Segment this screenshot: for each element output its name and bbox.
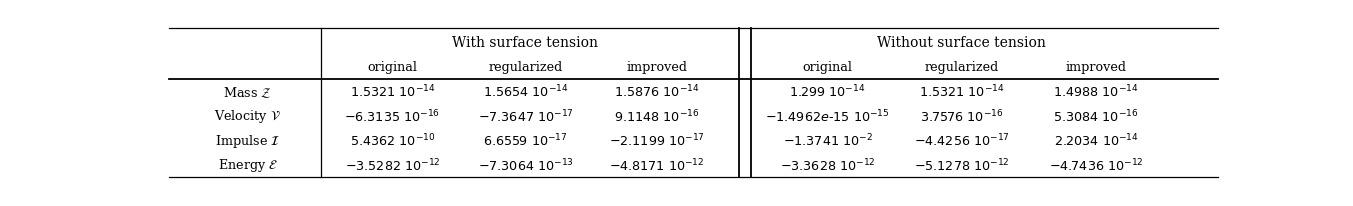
Text: $-3.5282\ 10^{-12}$: $-3.5282\ 10^{-12}$ xyxy=(345,157,440,173)
Text: $-1.3741\ 10^{-2}$: $-1.3741\ 10^{-2}$ xyxy=(782,132,873,149)
Text: $1.299\ 10^{-14}$: $1.299\ 10^{-14}$ xyxy=(789,84,866,100)
Text: $3.7576\ 10^{-16}$: $3.7576\ 10^{-16}$ xyxy=(920,108,1004,124)
Text: Energy $\mathcal{E}$: Energy $\mathcal{E}$ xyxy=(218,157,277,173)
Text: $6.6559\ 10^{-17}$: $6.6559\ 10^{-17}$ xyxy=(483,132,568,149)
Text: $1.4988\ 10^{-14}$: $1.4988\ 10^{-14}$ xyxy=(1054,84,1139,100)
Text: $-1.4962e\text{-}15\ 10^{-15}$: $-1.4962e\text{-}15\ 10^{-15}$ xyxy=(766,108,890,124)
Text: $1.5654\ 10^{-14}$: $1.5654\ 10^{-14}$ xyxy=(483,84,568,100)
Text: Impulse $\mathcal{I}$: Impulse $\mathcal{I}$ xyxy=(215,132,280,149)
Text: regularized: regularized xyxy=(488,61,563,74)
Text: $-4.8171\ 10^{-12}$: $-4.8171\ 10^{-12}$ xyxy=(609,157,705,173)
Text: original: original xyxy=(802,61,852,74)
Text: $1.5321\ 10^{-14}$: $1.5321\ 10^{-14}$ xyxy=(919,84,1004,100)
Text: $1.5321\ 10^{-14}$: $1.5321\ 10^{-14}$ xyxy=(350,84,436,100)
Text: Without surface tension: Without surface tension xyxy=(877,36,1046,50)
Text: With surface tension: With surface tension xyxy=(452,36,598,50)
Text: $-2.1199\ 10^{-17}$: $-2.1199\ 10^{-17}$ xyxy=(609,132,705,149)
Text: $-6.3135\ 10^{-16}$: $-6.3135\ 10^{-16}$ xyxy=(345,108,441,124)
Text: $-3.3628\ 10^{-12}$: $-3.3628\ 10^{-12}$ xyxy=(779,157,875,173)
Text: original: original xyxy=(368,61,418,74)
Text: $9.1148\ 10^{-16}$: $9.1148\ 10^{-16}$ xyxy=(614,108,700,124)
Text: $-7.3647\ 10^{-17}$: $-7.3647\ 10^{-17}$ xyxy=(478,108,574,124)
Text: $-4.4256\ 10^{-17}$: $-4.4256\ 10^{-17}$ xyxy=(913,132,1009,149)
Text: $5.3084\ 10^{-16}$: $5.3084\ 10^{-16}$ xyxy=(1054,108,1139,124)
Text: $-4.7436\ 10^{-12}$: $-4.7436\ 10^{-12}$ xyxy=(1049,157,1143,173)
Text: regularized: regularized xyxy=(924,61,999,74)
Text: $1.5876\ 10^{-14}$: $1.5876\ 10^{-14}$ xyxy=(614,84,700,100)
Text: $-5.1278\ 10^{-12}$: $-5.1278\ 10^{-12}$ xyxy=(915,157,1009,173)
Text: Mass $\mathcal{Z}$: Mass $\mathcal{Z}$ xyxy=(223,84,272,99)
Text: $5.4362\ 10^{-10}$: $5.4362\ 10^{-10}$ xyxy=(350,132,436,149)
Text: improved: improved xyxy=(626,61,687,74)
Text: $-7.3064\ 10^{-13}$: $-7.3064\ 10^{-13}$ xyxy=(478,157,574,173)
Text: Velocity $\mathcal{V}$: Velocity $\mathcal{V}$ xyxy=(214,108,281,125)
Text: $2.2034\ 10^{-14}$: $2.2034\ 10^{-14}$ xyxy=(1054,132,1138,149)
Text: improved: improved xyxy=(1066,61,1127,74)
